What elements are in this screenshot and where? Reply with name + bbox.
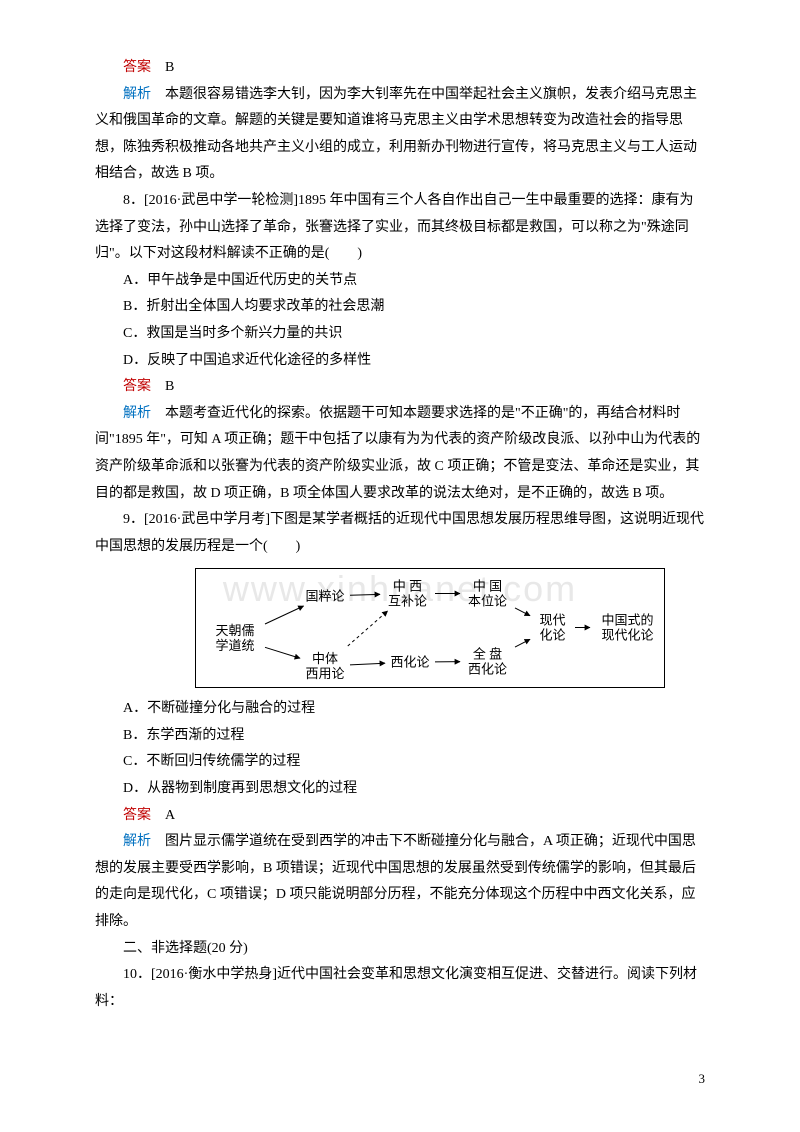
question-8-b: B．折射出全体国人均要求改革的社会思潮: [95, 294, 705, 321]
question-8-c: C．救国是当时多个新兴力量的共识: [95, 321, 705, 348]
question-10-stem: 10．[2016·衡水中学热身]近代中国社会变革和思想文化演变相互促进、交替进行…: [95, 962, 705, 1015]
analysis-label: 解析: [123, 406, 151, 421]
question-9-c: C．不断回归传统儒学的过程: [95, 749, 705, 776]
question-9-b: B．东学西渐的过程: [95, 723, 705, 750]
answer-value: B: [151, 379, 174, 394]
question-9-d: D．从器物到制度再到思想文化的过程: [95, 776, 705, 803]
question-9-stem: 9．[2016·武邑中学月考]下图是某学者概括的近现代中国思想发展历程思维导图，…: [95, 507, 705, 560]
question-9-a: A．不断碰撞分化与融合的过程: [95, 696, 705, 723]
analysis-label: 解析: [123, 87, 151, 102]
answer-value: A: [151, 808, 175, 823]
svg-text:中国式的现代化论: 中国式的现代化论: [601, 613, 653, 643]
svg-text:中体西用论: 中体西用论: [305, 651, 344, 681]
document-content: 答案 B 解析 本题很容易错选李大钊，因为李大钊率先在中国举起社会主义旗帜，发表…: [95, 55, 705, 1015]
page-number: 3: [699, 1067, 706, 1092]
answer-label: 答案: [123, 379, 151, 394]
analysis-text: 图片显示儒学道统在受到西学的冲击下不断碰撞分化与融合，A 项正确；近现代中国思想…: [95, 834, 696, 929]
answer-value: B: [151, 60, 174, 75]
svg-text:西化论: 西化论: [390, 655, 429, 670]
analysis-text: 本题很容易错选李大钊，因为李大钊率先在中国举起社会主义旗帜，发表介绍马克思主义和…: [95, 87, 697, 182]
analysis-text: 本题考查近代化的探索。依据题干可知本题要求选择的是"不正确"的，再结合材料时间"…: [95, 406, 700, 501]
svg-text:中 国本位论: 中 国本位论: [468, 579, 507, 609]
section-2-header: 二、非选择题(20 分): [95, 936, 705, 963]
answer-8: 答案 B: [95, 374, 705, 401]
analysis-8: 解析 本题考查近代化的探索。依据题干可知本题要求选择的是"不正确"的，再结合材料…: [95, 401, 705, 507]
svg-text:天朝儒学道统: 天朝儒学道统: [215, 623, 254, 653]
question-8-a: A．甲午战争是中国近代历史的关节点: [95, 268, 705, 295]
analysis-7: 解析 本题很容易错选李大钊，因为李大钊率先在中国举起社会主义旗帜，发表介绍马克思…: [95, 82, 705, 188]
question-8-stem: 8．[2016·武邑中学一轮检测]1895 年中国有三个人各自作出自己一生中最重…: [95, 188, 705, 268]
answer-9: 答案 A: [95, 803, 705, 830]
svg-text:全 盘西化论: 全 盘西化论: [468, 647, 507, 677]
answer-label: 答案: [123, 808, 151, 823]
question-8-d: D．反映了中国追求近代化途径的多样性: [95, 348, 705, 375]
svg-text:现代化论: 现代化论: [539, 613, 565, 643]
analysis-9: 解析 图片显示儒学道统在受到西学的冲击下不断碰撞分化与融合，A 项正确；近现代中…: [95, 829, 705, 935]
mindmap-diagram: 天朝儒学道统国粹论中体西用论中 西互补论西化论中 国本位论全 盘西化论现代化论中…: [195, 568, 625, 688]
answer-7: 答案 B: [95, 55, 705, 82]
svg-text:国粹论: 国粹论: [305, 589, 344, 604]
answer-label: 答案: [123, 60, 151, 75]
analysis-label: 解析: [123, 834, 151, 849]
svg-text:中 西互补论: 中 西互补论: [388, 579, 427, 609]
